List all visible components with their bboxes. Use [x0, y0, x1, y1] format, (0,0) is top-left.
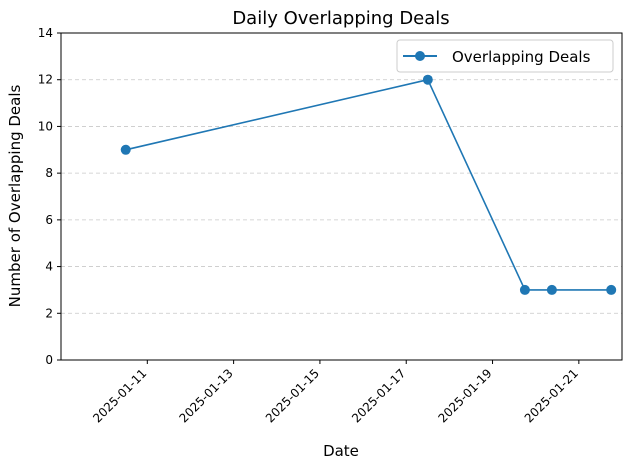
data-point [422, 74, 433, 85]
y-tick-label: 10 [38, 119, 53, 133]
x-tick-label: 2025-01-17 [349, 366, 408, 425]
x-tick-label: 2025-01-15 [263, 366, 322, 425]
chart-title: Daily Overlapping Deals [232, 8, 449, 29]
y-tick-label: 2 [45, 306, 53, 320]
y-tick-label: 8 [45, 166, 53, 180]
x-tick-label: 2025-01-13 [177, 366, 236, 425]
x-tick-label: 2025-01-21 [522, 366, 581, 425]
x-tick-label: 2025-01-11 [90, 366, 149, 425]
plot-frame [60, 32, 623, 361]
y-tick-label: 4 [45, 260, 53, 274]
x-axis-title: Date [323, 442, 359, 460]
series-line [125, 78, 612, 291]
data-point [606, 284, 617, 295]
legend-label: Overlapping Deals [452, 48, 591, 66]
y-tick-label: 12 [38, 73, 53, 87]
y-tick-label: 6 [45, 213, 53, 227]
y-tick-label: 0 [45, 353, 53, 367]
legend: Overlapping Deals [396, 39, 614, 73]
y-axis: 0 2 4 6 8 10 12 14 [38, 26, 61, 367]
legend-marker-swatch [415, 51, 425, 61]
y-tick-label: 14 [38, 26, 53, 40]
legend-box [396, 39, 614, 73]
data-point [546, 284, 557, 295]
data-point [519, 284, 530, 295]
y-axis-title: Number of Overlapping Deals [6, 84, 24, 307]
grid-lines [61, 79, 622, 314]
data-point [120, 144, 131, 155]
x-tick-label: 2025-01-19 [435, 366, 494, 425]
series-layer [120, 74, 617, 295]
x-axis: 2025-01-11 2025-01-13 2025-01-15 2025-01-17… [90, 360, 581, 425]
